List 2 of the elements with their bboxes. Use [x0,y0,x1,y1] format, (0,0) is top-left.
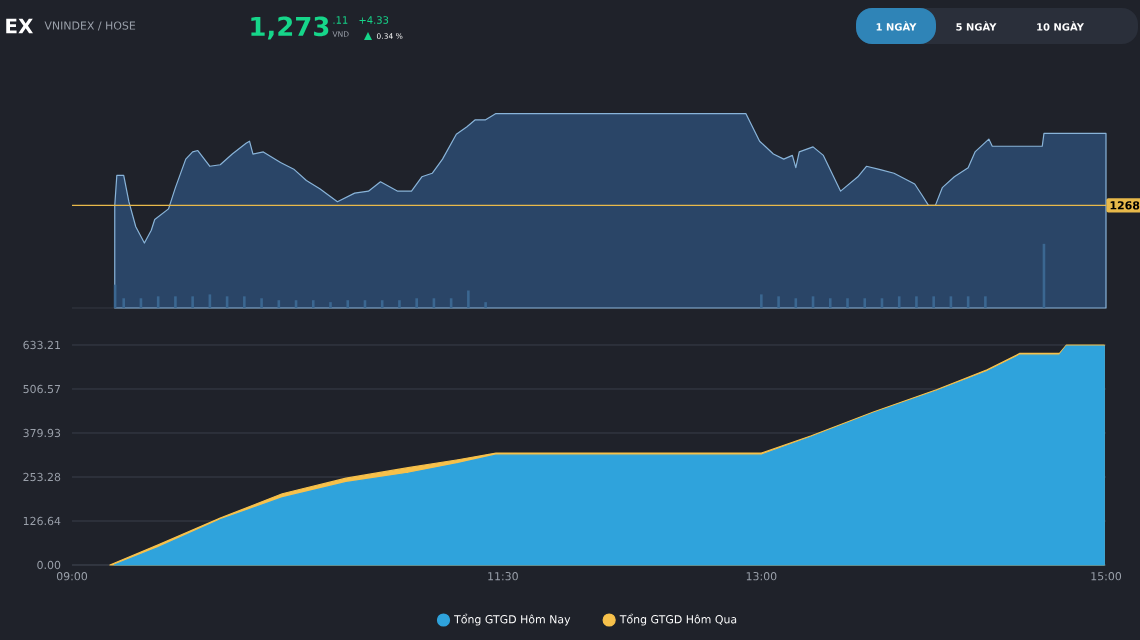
chart-title: EX [6,18,33,34]
text: 1,273 [251,16,329,40]
